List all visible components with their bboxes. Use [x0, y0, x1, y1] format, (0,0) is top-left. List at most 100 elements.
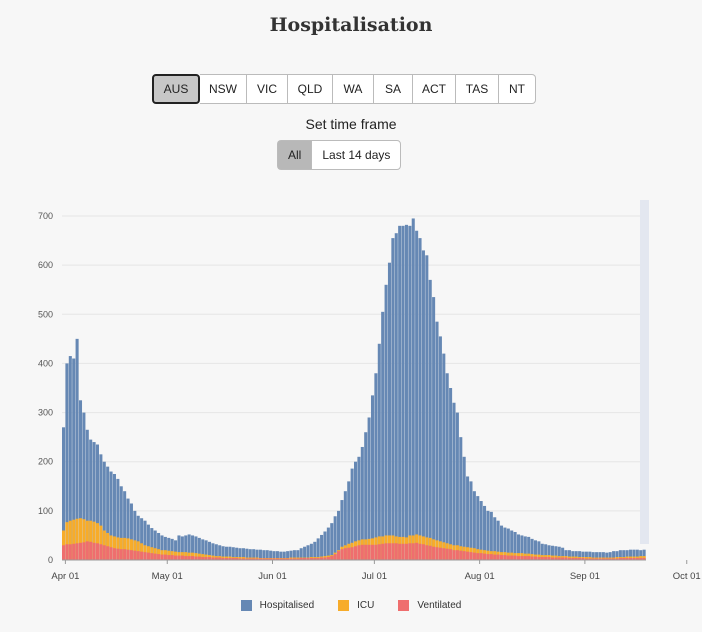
bar-hospitalised[interactable] [520, 535, 524, 560]
bar-hospitalised[interactable] [313, 541, 317, 560]
bar-ventilated[interactable] [588, 558, 592, 560]
bar-hospitalised[interactable] [184, 535, 188, 560]
bar-ventilated[interactable] [306, 558, 310, 560]
bar-hospitalised[interactable] [401, 225, 405, 560]
bar-ventilated[interactable] [180, 555, 184, 560]
bar-hospitalised[interactable] [595, 552, 599, 560]
bar-hospitalised[interactable] [493, 517, 497, 560]
bar-hospitalised[interactable] [476, 496, 480, 560]
bar-hospitalised[interactable] [605, 552, 609, 560]
bar-ventilated[interactable] [106, 546, 110, 560]
bar-ventilated[interactable] [404, 543, 408, 560]
bar-icu[interactable] [89, 520, 93, 560]
bar-hospitalised[interactable] [248, 549, 252, 560]
bar-hospitalised[interactable] [106, 466, 110, 560]
legend-item-hospitalised[interactable]: Hospitalised [240, 600, 314, 611]
bar-ventilated[interactable] [469, 552, 473, 560]
bar-ventilated[interactable] [493, 554, 497, 560]
bar-ventilated[interactable] [153, 553, 157, 560]
bar-hospitalised[interactable] [415, 230, 419, 561]
bar-hospitalised[interactable] [140, 518, 144, 560]
bar-hospitalised[interactable] [306, 545, 310, 560]
bar-ventilated[interactable] [214, 557, 218, 560]
bar-ventilated[interactable] [313, 558, 317, 560]
bar-hospitalised[interactable] [466, 476, 470, 560]
bar-ventilated[interactable] [598, 558, 602, 560]
bar-hospitalised[interactable] [241, 548, 245, 560]
bar-icu[interactable] [65, 522, 69, 560]
bar-ventilated[interactable] [316, 558, 320, 560]
bar-hospitalised[interactable] [109, 471, 113, 560]
bar-ventilated[interactable] [89, 541, 93, 560]
bar-hospitalised[interactable] [561, 547, 565, 560]
bar-icu[interactable] [82, 519, 86, 560]
bar-ventilated[interactable] [299, 558, 303, 560]
bar-ventilated[interactable] [486, 554, 490, 560]
bar-hospitalised[interactable] [564, 550, 568, 560]
bar-ventilated[interactable] [85, 541, 89, 560]
bar-ventilated[interactable] [557, 557, 561, 560]
bar-hospitalised[interactable] [455, 412, 459, 560]
bar-hospitalised[interactable] [245, 548, 249, 560]
bar-ventilated[interactable] [330, 556, 334, 560]
bar-hospitalised[interactable] [622, 550, 626, 560]
bar-hospitalised[interactable] [68, 356, 72, 560]
bar-ventilated[interactable] [174, 555, 178, 560]
bar-ventilated[interactable] [415, 542, 419, 560]
bar-hospitalised[interactable] [262, 550, 266, 560]
bar-hospitalised[interactable] [554, 546, 558, 560]
bar-hospitalised[interactable] [486, 510, 490, 560]
tab-tas[interactable]: TAS [456, 74, 499, 104]
bar-hospitalised[interactable] [197, 537, 201, 560]
tab-vic[interactable]: VIC [247, 74, 288, 104]
bar-hospitalised[interactable] [123, 491, 127, 560]
bar-icu[interactable] [238, 557, 242, 560]
bar-ventilated[interactable] [347, 547, 351, 560]
bar-ventilated[interactable] [326, 557, 330, 560]
bar-hospitalised[interactable] [119, 486, 123, 560]
tab-qld[interactable]: QLD [288, 74, 333, 104]
bar-hospitalised[interactable] [544, 544, 548, 560]
bar-hospitalised[interactable] [62, 427, 66, 560]
bar-ventilated[interactable] [605, 558, 609, 560]
bar-ventilated[interactable] [343, 548, 347, 560]
bar-hospitalised[interactable] [116, 478, 120, 560]
bar-hospitalised[interactable] [452, 402, 456, 560]
bar-hospitalised[interactable] [258, 549, 262, 560]
bar-ventilated[interactable] [445, 548, 449, 560]
bar-hospitalised[interactable] [449, 388, 453, 560]
bar-icu[interactable] [129, 539, 133, 560]
bar-ventilated[interactable] [78, 542, 83, 560]
bar-ventilated[interactable] [258, 558, 262, 560]
bar-hospitalised[interactable] [510, 530, 514, 560]
bar-ventilated[interactable] [112, 548, 116, 560]
bar-hospitalised[interactable] [462, 456, 466, 560]
bar-ventilated[interactable] [252, 558, 256, 560]
bar-hospitalised[interactable] [296, 550, 300, 560]
bar-hospitalised[interactable] [574, 551, 578, 560]
bar-hospitalised[interactable] [635, 549, 639, 560]
bar-hospitalised[interactable] [163, 536, 167, 560]
bar-ventilated[interactable] [374, 544, 378, 560]
bar-ventilated[interactable] [564, 557, 568, 560]
bar-ventilated[interactable] [170, 555, 174, 560]
bar-ventilated[interactable] [194, 556, 198, 560]
tab-sa[interactable]: SA [374, 74, 413, 104]
bar-hospitalised[interactable] [354, 461, 358, 560]
bar-hospitalised[interactable] [194, 536, 198, 560]
bar-ventilated[interactable] [208, 557, 212, 560]
bar-hospitalised[interactable] [269, 550, 273, 560]
bar-hospitalised[interactable] [99, 454, 103, 560]
bar-ventilated[interactable] [160, 554, 164, 560]
bar-hospitalised[interactable] [78, 400, 83, 560]
bar-hospitalised[interactable] [513, 531, 517, 560]
bar-hospitalised[interactable] [612, 551, 616, 560]
bar-ventilated[interactable] [82, 542, 86, 560]
bar-ventilated[interactable] [204, 557, 208, 560]
bar-hospitalised[interactable] [500, 525, 504, 560]
bar-hospitalised[interactable] [95, 444, 99, 560]
bar-ventilated[interactable] [635, 558, 639, 560]
bar-ventilated[interactable] [496, 554, 500, 560]
bar-ventilated[interactable] [360, 544, 364, 560]
bar-ventilated[interactable] [574, 558, 578, 560]
